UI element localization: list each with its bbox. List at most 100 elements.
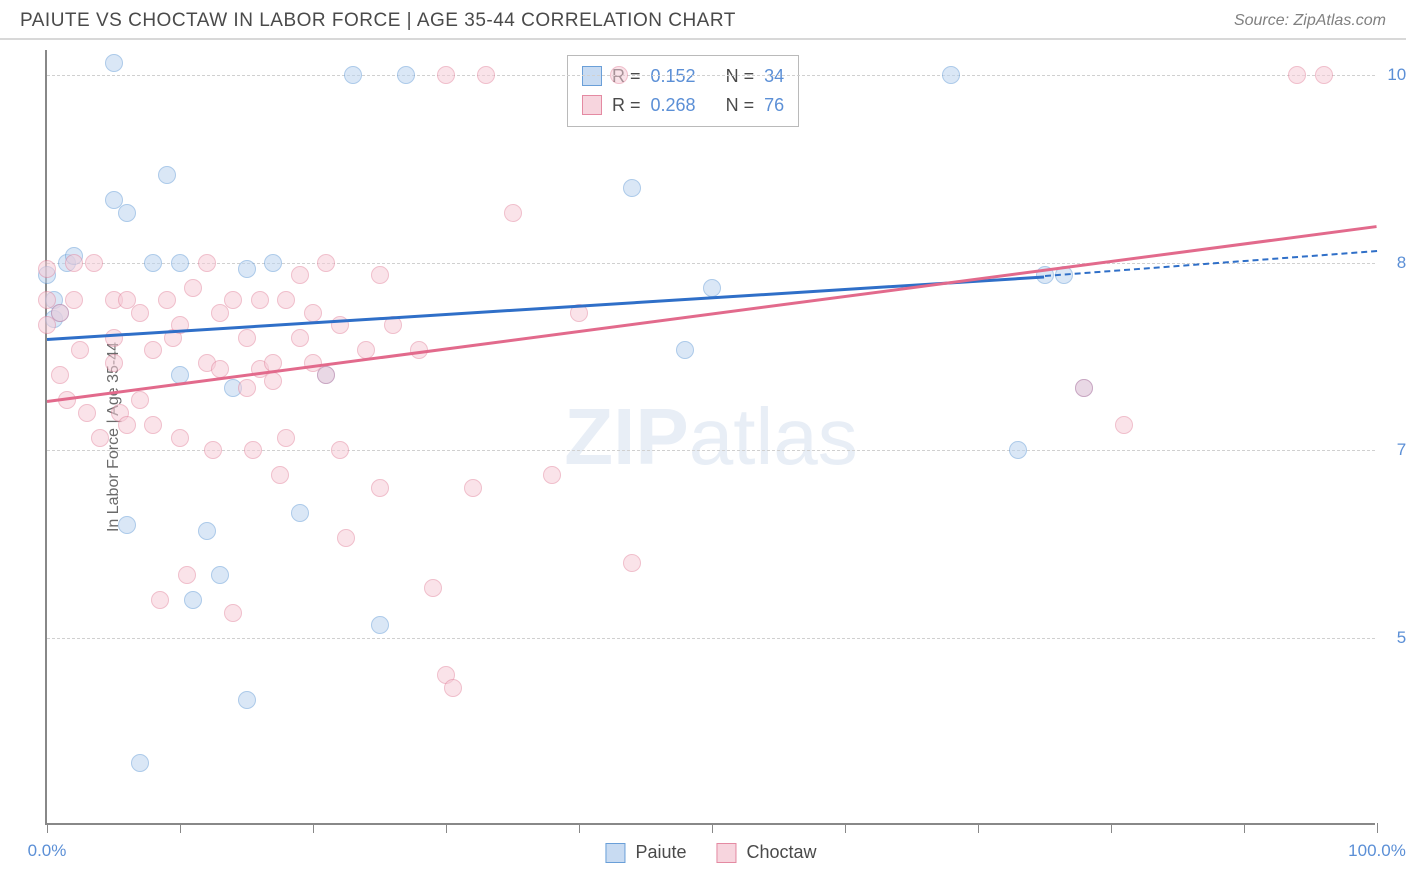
data-point	[171, 429, 189, 447]
data-point	[277, 291, 295, 309]
data-point	[65, 291, 83, 309]
data-point	[51, 366, 69, 384]
data-point	[1075, 379, 1093, 397]
data-point	[291, 504, 309, 522]
data-point	[477, 66, 495, 84]
stat-r-label: R =	[612, 91, 641, 120]
y-tick-label: 85.0%	[1385, 253, 1406, 273]
data-point	[65, 254, 83, 272]
data-point	[464, 479, 482, 497]
data-point	[78, 404, 96, 422]
data-point	[238, 329, 256, 347]
data-point	[211, 360, 229, 378]
data-point	[344, 66, 362, 84]
correlation-stats-box: R = 0.152 N = 34R = 0.268 N = 76	[567, 55, 799, 127]
data-point	[158, 291, 176, 309]
data-point	[151, 591, 169, 609]
stat-r-value: 0.152	[651, 62, 696, 91]
x-tick	[180, 823, 181, 833]
legend-swatch	[605, 843, 625, 863]
stat-n-value: 34	[764, 62, 784, 91]
x-tick	[313, 823, 314, 833]
data-point	[184, 279, 202, 297]
data-point	[1009, 441, 1027, 459]
watermark-rest: atlas	[689, 392, 858, 481]
legend-label: Choctaw	[747, 842, 817, 863]
x-tick-label: 100.0%	[1348, 841, 1406, 861]
data-point	[623, 179, 641, 197]
x-tick	[1111, 823, 1112, 833]
x-tick	[845, 823, 846, 833]
data-point	[371, 266, 389, 284]
data-point	[71, 341, 89, 359]
data-point	[291, 266, 309, 284]
stat-n-label: N =	[726, 62, 755, 91]
data-point	[131, 304, 149, 322]
x-tick	[47, 823, 48, 833]
chart-header: PAIUTE VS CHOCTAW IN LABOR FORCE | AGE 3…	[0, 0, 1406, 40]
series-legend: Paiute Choctaw	[605, 842, 816, 863]
data-point	[291, 329, 309, 347]
x-tick	[978, 823, 979, 833]
data-point	[271, 466, 289, 484]
data-point	[437, 66, 455, 84]
data-point	[105, 329, 123, 347]
data-point	[91, 429, 109, 447]
data-point	[251, 291, 269, 309]
data-point	[131, 391, 149, 409]
data-point	[331, 441, 349, 459]
data-point	[144, 254, 162, 272]
stat-n-value: 76	[764, 91, 784, 120]
x-tick	[1244, 823, 1245, 833]
data-point	[264, 372, 282, 390]
data-point	[543, 466, 561, 484]
stats-row: R = 0.268 N = 76	[582, 91, 784, 120]
data-point	[1288, 66, 1306, 84]
data-point	[371, 479, 389, 497]
legend-item: Paiute	[605, 842, 686, 863]
data-point	[277, 429, 295, 447]
data-point	[171, 254, 189, 272]
y-tick-label: 100.0%	[1385, 65, 1406, 85]
legend-swatch	[582, 66, 602, 86]
data-point	[38, 260, 56, 278]
data-point	[118, 416, 136, 434]
data-point	[424, 579, 442, 597]
data-point	[204, 441, 222, 459]
data-point	[238, 260, 256, 278]
data-point	[184, 591, 202, 609]
data-point	[238, 379, 256, 397]
data-point	[1315, 66, 1333, 84]
chart-title: PAIUTE VS CHOCTAW IN LABOR FORCE | AGE 3…	[20, 10, 736, 32]
data-point	[85, 254, 103, 272]
data-point	[118, 204, 136, 222]
watermark: ZIPatlas	[564, 391, 857, 483]
data-point	[610, 66, 628, 84]
data-point	[238, 691, 256, 709]
data-point	[211, 566, 229, 584]
data-point	[198, 254, 216, 272]
stat-r-value: 0.268	[651, 91, 696, 120]
data-point	[158, 166, 176, 184]
data-point	[504, 204, 522, 222]
y-tick-label: 70.0%	[1385, 440, 1406, 460]
x-tick-label: 0.0%	[28, 841, 67, 861]
trend-line	[47, 225, 1377, 403]
y-tick-label: 55.0%	[1385, 628, 1406, 648]
data-point	[131, 754, 149, 772]
data-point	[178, 566, 196, 584]
data-point	[397, 66, 415, 84]
data-point	[105, 354, 123, 372]
chart-source: Source: ZipAtlas.com	[1234, 12, 1386, 30]
data-point	[317, 366, 335, 384]
data-point	[623, 554, 641, 572]
stat-n-label: N =	[726, 91, 755, 120]
data-point	[942, 66, 960, 84]
legend-item: Choctaw	[717, 842, 817, 863]
data-point	[304, 304, 322, 322]
data-point	[144, 416, 162, 434]
watermark-bold: ZIP	[564, 392, 688, 481]
data-point	[144, 341, 162, 359]
legend-swatch	[717, 843, 737, 863]
gridline-h	[47, 638, 1375, 639]
